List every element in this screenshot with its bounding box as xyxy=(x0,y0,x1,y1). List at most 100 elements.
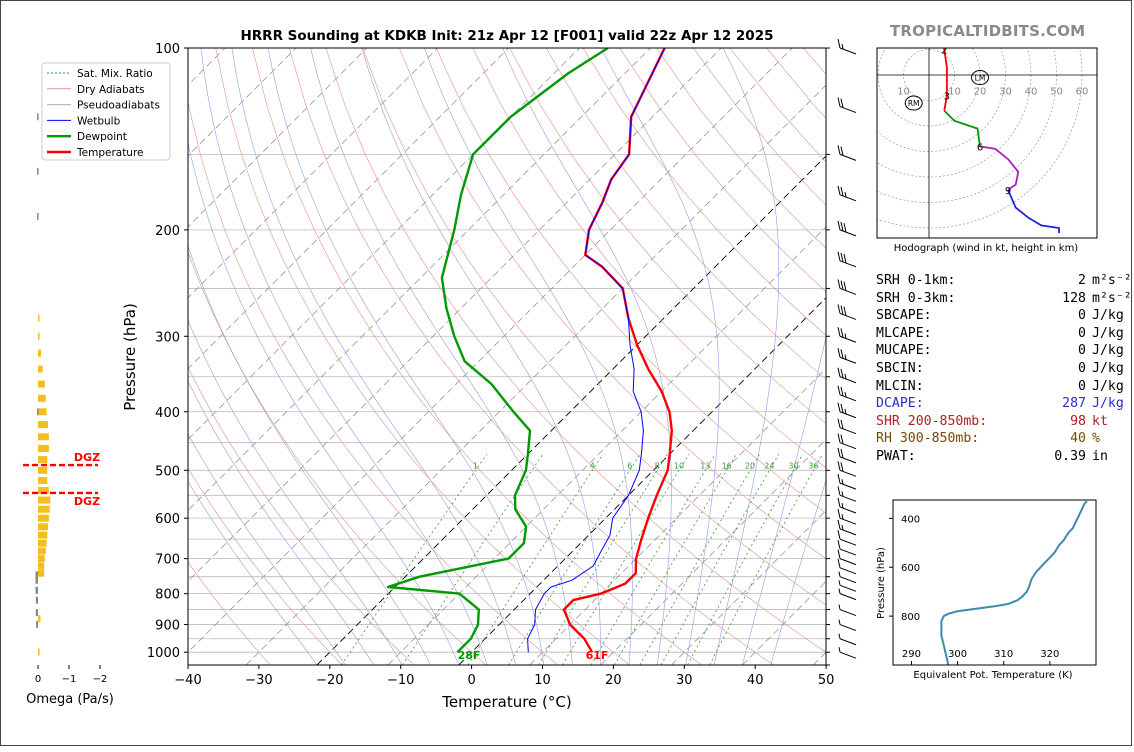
barb-half xyxy=(839,572,840,577)
barb-full xyxy=(841,253,843,262)
omega-bar xyxy=(38,445,49,452)
isotherm xyxy=(246,48,863,665)
theta-e-y-tick-label: 600 xyxy=(901,563,920,574)
site-watermark: TROPICALTIDBITS.COM xyxy=(890,22,1085,40)
barb-full xyxy=(838,279,840,288)
barb-staff xyxy=(840,559,856,565)
barb-full xyxy=(838,145,840,154)
param-value: 2 xyxy=(996,272,1086,290)
omega-bar xyxy=(38,547,46,554)
theta-e-y-tick-label: 400 xyxy=(901,514,920,525)
param-value: 0 xyxy=(996,325,1086,343)
barb-full xyxy=(841,435,843,444)
barb-full xyxy=(838,98,840,107)
wind-barb xyxy=(838,434,856,449)
barb-staff xyxy=(840,313,856,319)
mixing-ratio-line xyxy=(539,454,668,665)
mixing-ratio-label: 6 xyxy=(627,461,632,470)
wind-barb xyxy=(838,509,856,524)
barb-staff xyxy=(840,577,856,583)
y-tick-label: 1000 xyxy=(147,646,180,661)
y-tick-label: 700 xyxy=(155,553,180,568)
y-tick-label: 800 xyxy=(155,588,180,603)
omega-bar xyxy=(37,408,39,415)
barb-full xyxy=(841,281,843,290)
sfc-dewpoint-label: 28F xyxy=(458,649,481,662)
hodograph-caption: Hodograph (wind in kt, height in km) xyxy=(894,243,1079,254)
hodograph-ring-label: 40 xyxy=(1025,86,1038,97)
param-row: RH 300-850mb:40% xyxy=(876,430,1132,448)
dry-adiabat xyxy=(252,48,701,665)
theta-e-y-tick-label: 800 xyxy=(901,612,920,623)
legend-label: Pseudoadiabats xyxy=(77,100,160,112)
barb-half xyxy=(839,647,840,652)
moist-adiabat xyxy=(601,48,719,665)
barb-full xyxy=(844,223,846,232)
mixing-ratio-line xyxy=(710,454,823,665)
wind-barbs xyxy=(838,39,856,658)
barb-staff xyxy=(840,230,856,236)
wind-barb xyxy=(839,634,856,645)
omega-bar xyxy=(38,555,45,562)
wind-barb xyxy=(838,186,856,201)
barb-staff xyxy=(840,377,856,383)
barb-staff xyxy=(840,652,856,658)
mixing-ratio-line xyxy=(342,454,488,665)
wind-barb xyxy=(839,620,856,631)
dgz-label-bottom: DGZ xyxy=(74,495,100,508)
omega-bar xyxy=(38,570,44,577)
param-unit: m²s⁻² xyxy=(1086,290,1132,308)
param-label: DCAPE: xyxy=(876,395,996,413)
y-tick-label: 500 xyxy=(155,464,180,479)
y-tick-label: 200 xyxy=(155,224,180,239)
wind-barb xyxy=(838,520,856,535)
param-unit: m²s⁻² xyxy=(1086,272,1132,290)
barb-full xyxy=(844,254,846,263)
barb-full xyxy=(838,39,840,48)
mixing-ratio-line xyxy=(468,454,603,665)
x-tick-label: 20 xyxy=(605,673,622,688)
mixing-ratio-line xyxy=(688,454,803,665)
param-unit: J/kg xyxy=(1086,342,1124,360)
param-label: SRH 0-3km: xyxy=(876,290,996,308)
barb-staff xyxy=(840,470,856,476)
barb-full xyxy=(838,498,840,507)
barb-full xyxy=(841,222,843,231)
moist-adiabat xyxy=(742,48,855,665)
theta-e-x-tick-label: 300 xyxy=(948,649,967,660)
omega-bar xyxy=(38,381,45,388)
mixing-ratio-line xyxy=(562,454,689,665)
legend-label: Temperature xyxy=(76,147,144,159)
mixing-ratio-label: 16 xyxy=(722,461,732,470)
theta-e-xlabel: Equivalent Pot. Temperature (K) xyxy=(913,670,1072,681)
barb-full xyxy=(838,486,840,495)
barb-full xyxy=(838,221,840,230)
barb-staff xyxy=(840,568,856,574)
y-tick-label: 300 xyxy=(155,330,180,345)
dry-adiabat xyxy=(289,48,773,665)
barb-full xyxy=(841,369,843,378)
wind-barb xyxy=(838,386,856,401)
barb-staff xyxy=(840,639,856,645)
omega-tick-label: −1 xyxy=(62,674,77,685)
x-tick-label: −10 xyxy=(387,673,414,688)
mixing-ratio-label: 20 xyxy=(745,461,755,470)
theta-e-x-tick-label: 320 xyxy=(1040,649,1059,660)
x-tick-label: −30 xyxy=(245,673,272,688)
barb-half xyxy=(839,580,840,585)
hodograph-height-label: 9 xyxy=(1005,186,1011,197)
omega-xlabel: Omega (Pa/s) xyxy=(26,692,114,707)
barb-full xyxy=(838,348,840,357)
barb-staff xyxy=(840,549,856,555)
barb-full xyxy=(841,147,843,156)
